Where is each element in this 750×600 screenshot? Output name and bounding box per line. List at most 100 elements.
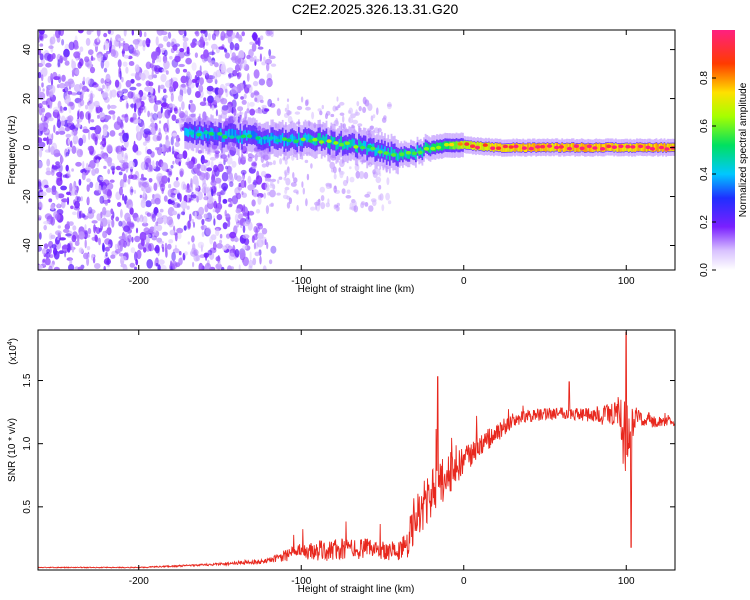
- ridge-core: [273, 135, 276, 144]
- ridge-peak: [464, 142, 470, 146]
- noise-blob: [100, 59, 105, 69]
- noise-blob: [70, 205, 74, 210]
- noise-blob: [103, 96, 110, 103]
- noise-blob: [230, 266, 234, 270]
- noise-blob: [255, 208, 261, 214]
- noise-blob: [204, 262, 212, 270]
- noise-blob: [276, 192, 281, 196]
- noise-blob: [171, 114, 177, 121]
- noise-blob: [187, 86, 192, 96]
- noise-blob: [76, 186, 79, 193]
- noise-blob: [195, 91, 201, 98]
- ridge-peak: [600, 147, 606, 151]
- noise-blob: [118, 220, 123, 227]
- noise-blob: [265, 30, 273, 37]
- svg-text:(x104): (x104): [7, 338, 19, 365]
- noise-blob: [222, 222, 228, 230]
- noise-blob: [49, 101, 53, 109]
- noise-blob: [319, 186, 325, 193]
- noise-blob: [50, 73, 53, 82]
- noise-blob: [238, 156, 242, 165]
- noise-blob: [89, 181, 94, 188]
- noise-blob: [47, 138, 53, 145]
- noise-blob: [225, 243, 231, 249]
- noise-blob: [173, 189, 180, 194]
- ridge-core: [564, 143, 567, 152]
- noise-blob: [98, 112, 106, 121]
- noise-blob: [86, 257, 90, 266]
- noise-blob: [44, 213, 53, 220]
- noise-blob: [220, 98, 228, 105]
- noise-blob: [268, 49, 272, 57]
- noise-blob: [223, 157, 228, 163]
- ridge-core: [343, 141, 346, 149]
- ridge-core: [642, 143, 645, 152]
- noise-blob: [263, 192, 267, 199]
- noise-blob: [143, 31, 147, 37]
- noise-blob: [159, 143, 163, 148]
- noise-blob: [238, 50, 245, 59]
- ridge-core: [216, 132, 219, 141]
- noise-blob: [99, 195, 105, 204]
- x-tick-label: -100: [291, 276, 311, 287]
- noise-blob: [144, 157, 152, 167]
- noise-blob: [201, 159, 208, 164]
- noise-blob: [233, 107, 237, 117]
- noise-blob: [139, 30, 143, 38]
- noise-blob: [69, 258, 73, 266]
- noise-blob: [226, 156, 233, 165]
- noise-blob: [78, 178, 82, 186]
- noise-blob: [70, 131, 74, 137]
- ridge-peak: [470, 144, 476, 148]
- noise-blob: [154, 100, 162, 105]
- noise-blob: [65, 152, 70, 157]
- ridge-core: [454, 141, 456, 150]
- noise-blob: [54, 152, 62, 157]
- ridge-core: [488, 142, 490, 151]
- ridge-peak: [255, 136, 261, 140]
- noise-blob: [103, 32, 108, 38]
- noise-blob: [38, 37, 41, 43]
- noise-blob: [251, 43, 257, 52]
- noise-blob: [253, 69, 260, 79]
- noise-blob: [259, 35, 264, 40]
- noise-blob: [38, 123, 44, 132]
- snr-y-label: SNR (10 * v/v): [7, 418, 18, 482]
- noise-blob: [139, 104, 145, 111]
- colorbar-tick-label: 0.8: [699, 71, 710, 85]
- noise-blob: [174, 157, 182, 165]
- noise-blob: [296, 191, 299, 195]
- noise-blob: [102, 184, 107, 195]
- noise-blob: [191, 78, 197, 83]
- ridge-peak: [579, 146, 585, 151]
- noise-blob: [60, 115, 66, 124]
- ridge-peak: [275, 138, 281, 143]
- noise-blob: [270, 63, 277, 67]
- noise-blob: [71, 246, 75, 253]
- noise-blob: [333, 204, 337, 210]
- noise-blob: [230, 87, 238, 95]
- noise-blob: [68, 101, 74, 107]
- colorbar-gradient: [712, 30, 735, 270]
- y-tick-label: 0: [22, 144, 33, 150]
- noise-blob: [155, 36, 159, 46]
- noise-blob: [257, 46, 264, 50]
- colorbar-tick-label: 0.4: [699, 167, 710, 181]
- noise-blob: [160, 106, 163, 114]
- noise-blob: [240, 169, 247, 175]
- noise-blob: [208, 51, 216, 56]
- noise-blob: [125, 66, 129, 74]
- noise-blob: [120, 209, 123, 218]
- noise-blob: [133, 140, 136, 149]
- ridge-core: [195, 131, 198, 140]
- noise-blob: [337, 104, 341, 108]
- noise-blob: [277, 97, 280, 102]
- noise-blob: [215, 228, 220, 237]
- noise-blob: [266, 242, 269, 250]
- noise-blob: [113, 39, 116, 48]
- noise-blob: [84, 224, 87, 231]
- noise-blob: [45, 187, 52, 193]
- noise-blob: [144, 86, 152, 92]
- noise-blob: [137, 131, 140, 141]
- noise-blob: [38, 199, 42, 208]
